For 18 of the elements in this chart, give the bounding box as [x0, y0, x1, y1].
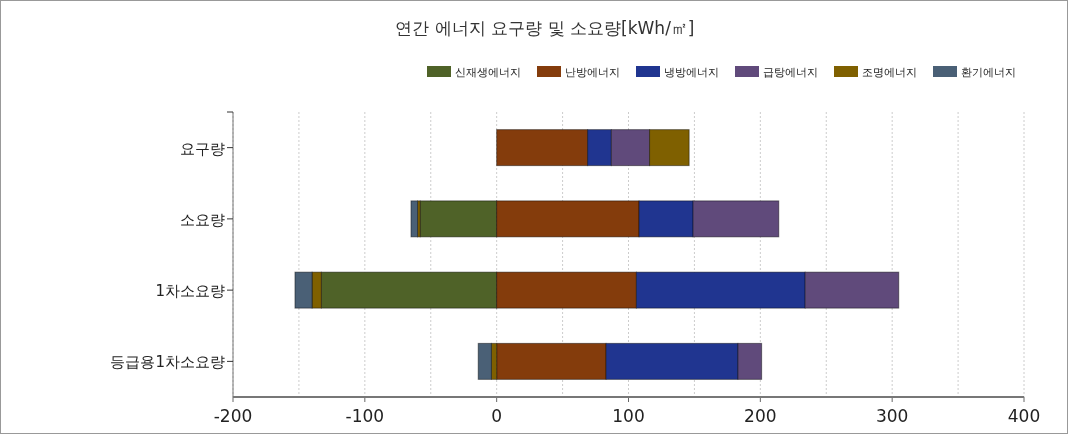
x-tick-label: 0	[491, 406, 503, 426]
y-tick-label: 1차소요량	[155, 282, 225, 301]
x-tick-label: 400	[1007, 406, 1041, 426]
legend-label: 냉방에너지	[664, 66, 719, 79]
x-tick-label: 100	[612, 406, 645, 426]
legend-label: 난방에너지	[565, 66, 620, 79]
legend-label: 급탕에너지	[763, 66, 818, 79]
x-tick-label: 300	[875, 406, 909, 426]
y-tick-label: 소요량	[180, 210, 225, 229]
legend-label: 신재생에너지	[455, 66, 521, 79]
x-tick-label: -200	[213, 406, 253, 426]
x-tick-label: -100	[345, 406, 385, 426]
chart-title: 연간 에너지 요구량 및 소요량[kWh/㎡]	[395, 18, 695, 38]
legend-label: 환기에너지	[961, 66, 1016, 79]
x-tick-label: 200	[744, 406, 777, 426]
y-tick-label: 등급용1차소요량	[110, 353, 225, 372]
y-tick-label: 요구량	[180, 139, 225, 158]
legend-label: 조명에너지	[862, 66, 917, 79]
